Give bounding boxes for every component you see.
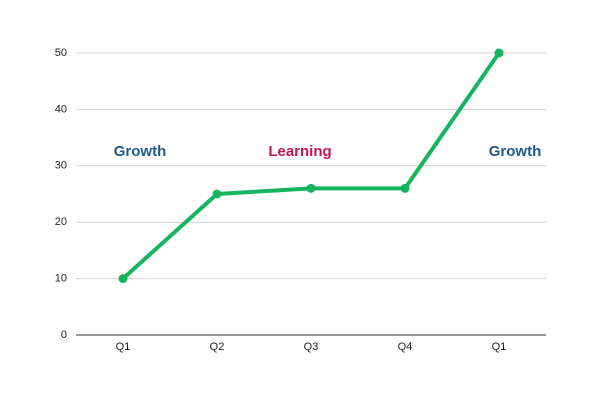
y-tick-label: 30 [55, 160, 67, 172]
x-tick-label: Q1 [116, 341, 131, 353]
point [494, 48, 504, 58]
annotation: Learning [268, 143, 331, 160]
annotation: Growth [114, 143, 167, 160]
y-tick-label: 10 [55, 273, 67, 285]
point [400, 183, 410, 193]
y-tick-label: 0 [61, 329, 67, 341]
y-tick-label: 50 [55, 47, 67, 59]
point [212, 189, 222, 199]
y-tick-label: 40 [55, 103, 67, 115]
annotation: Growth [489, 143, 542, 160]
x-tick-label: Q2 [210, 341, 225, 353]
x-tick-label: Q1 [492, 341, 507, 353]
x-tick-label: Q4 [398, 341, 413, 353]
point [118, 274, 128, 284]
point [306, 183, 316, 193]
y-tick-label: 20 [55, 216, 67, 228]
x-tick-label: Q3 [304, 341, 319, 353]
